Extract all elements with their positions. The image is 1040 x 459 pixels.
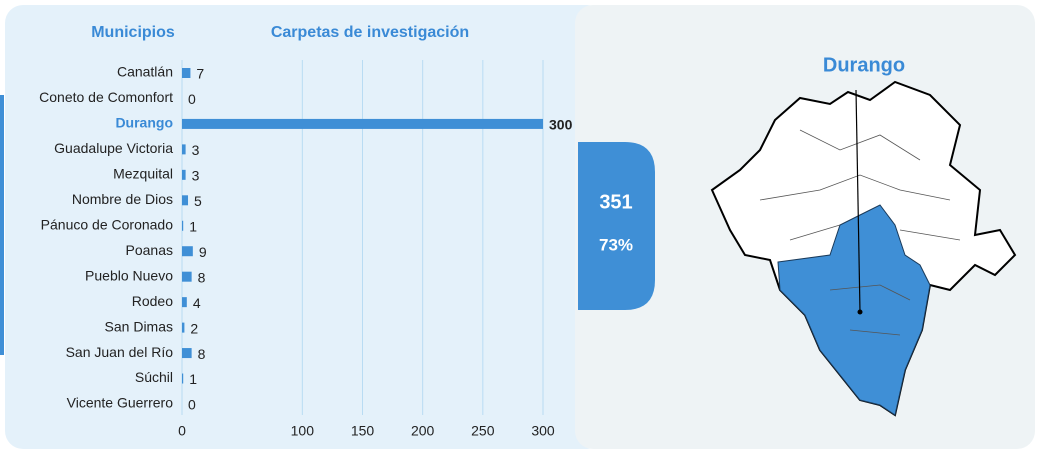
y-tick-label: San Dimas — [105, 318, 173, 334]
y-tick-label: Pueblo Nuevo — [85, 267, 173, 283]
x-tick-label: 0 — [178, 423, 186, 439]
x-tick-label: 150 — [351, 423, 375, 439]
bar — [182, 144, 186, 155]
y-tick-label: Pánuco de Coronado — [41, 216, 174, 232]
x-tick-label: 200 — [411, 423, 435, 439]
y-tick-label: Guadalupe Victoria — [54, 140, 173, 156]
bar — [182, 169, 186, 180]
map-region — [777, 204, 931, 416]
bar — [182, 246, 193, 257]
value-label: 8 — [198, 269, 206, 285]
map — [710, 80, 1017, 417]
y-tick-label: Coneto de Comonfort — [39, 89, 173, 105]
bar — [182, 297, 187, 308]
edge-strip — [0, 95, 4, 355]
value-label: 9 — [199, 244, 207, 260]
y-tick-label: Durango — [115, 115, 173, 131]
bar — [182, 373, 184, 384]
badge — [578, 142, 655, 310]
x-tick-label: 300 — [531, 423, 555, 439]
bar — [182, 220, 184, 231]
bar — [182, 68, 191, 78]
y-tick-label: Súchil — [135, 369, 173, 385]
y-tick-label: Rodeo — [132, 293, 173, 309]
map-pointer — [855, 89, 861, 313]
badge-share: 73% — [599, 235, 633, 254]
y-tick-label: Mezquital — [113, 166, 173, 182]
value-label: 1 — [189, 218, 197, 234]
value-label: 5 — [194, 193, 202, 209]
x-tick-label: 100 — [291, 423, 315, 439]
bar — [182, 348, 192, 359]
y-tick-label: Canatlán — [117, 64, 173, 80]
value-label: 2 — [190, 320, 198, 336]
y-tick-label: Vicente Guerrero — [67, 395, 174, 411]
bar — [182, 118, 543, 129]
x-tick-label: 250 — [471, 423, 495, 439]
value-label: 3 — [192, 142, 200, 158]
map-title: Durango — [823, 54, 905, 76]
map-pin — [857, 309, 863, 315]
chart-panel — [5, 5, 605, 449]
bar — [182, 271, 192, 282]
value-label: 0 — [188, 91, 196, 107]
value-label: 300 — [549, 117, 573, 133]
value-label: 0 — [188, 397, 196, 413]
y-tick-label: San Juan del Río — [66, 344, 174, 360]
value-label: 1 — [189, 371, 197, 387]
value-label: 8 — [198, 346, 206, 362]
y-tick-label: Poanas — [126, 242, 173, 258]
bar — [182, 195, 189, 206]
map-borders — [759, 129, 961, 336]
category-header: Municipios — [91, 24, 175, 41]
value-label: 4 — [193, 295, 201, 311]
chart-title: Carpetas de investigación — [271, 24, 469, 41]
badge-total: 351 — [599, 191, 632, 213]
value-label: 3 — [192, 168, 200, 184]
bar — [182, 322, 185, 333]
value-label: 7 — [196, 66, 204, 82]
y-tick-label: Nombre de Dios — [72, 191, 173, 207]
